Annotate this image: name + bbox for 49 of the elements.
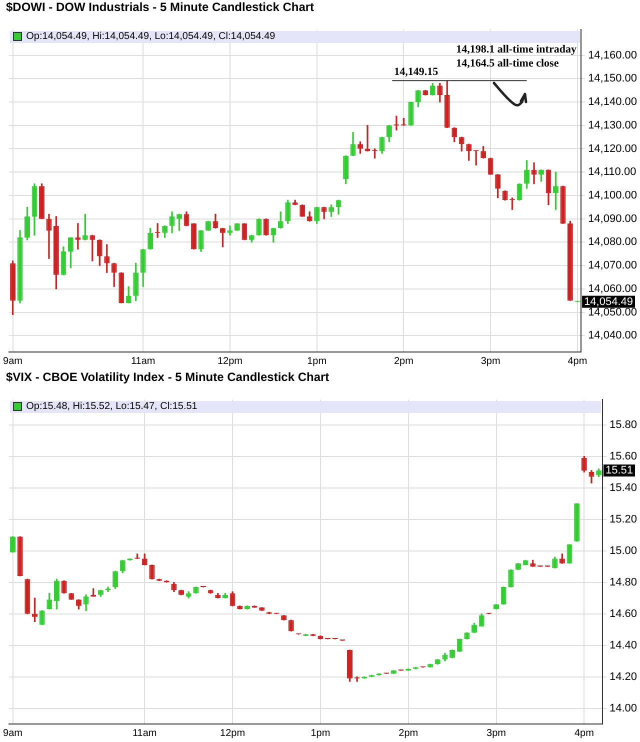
y-tick-label: 14.80 bbox=[609, 576, 638, 588]
candlestick bbox=[75, 223, 81, 250]
y-tick-label: 14,040.00 bbox=[588, 330, 637, 342]
annotation: 14,149.15 bbox=[394, 66, 439, 78]
candlestick bbox=[364, 125, 370, 152]
y-tick-label: 14,150.00 bbox=[588, 72, 637, 85]
x-tick-label: 11am bbox=[132, 728, 157, 739]
x-tick-label: 3pm bbox=[486, 728, 506, 739]
x-tick-label: 1pm bbox=[307, 356, 327, 367]
y-tick-label: 14,050.00 bbox=[588, 306, 637, 318]
x-tick-label: 2pm bbox=[394, 356, 414, 367]
annotation: Op:14,054.49, Hi:14,054.49, Lo:14,054.49, Cl:14,054.49 bbox=[26, 30, 276, 43]
y-tick-label: 14,090.00 bbox=[588, 212, 637, 225]
y-tick-label: 14,060.00 bbox=[588, 282, 637, 295]
y-tick-label: 14,120.00 bbox=[588, 142, 637, 155]
text: 15.51 bbox=[605, 464, 634, 476]
annotation: 14,198.1 all-time intraday bbox=[456, 43, 577, 56]
y-tick-label: 14,110.00 bbox=[588, 166, 636, 178]
y-tick-label: 15.20 bbox=[609, 513, 638, 526]
x-tick-label: 11am bbox=[130, 356, 156, 367]
x-tick-label: 3pm bbox=[480, 356, 500, 367]
y-tick-label: 14.40 bbox=[609, 639, 638, 652]
text: 14,054.49 bbox=[584, 296, 633, 308]
y-tick-label: 14,160.00 bbox=[588, 49, 637, 62]
y-tick-label: 14,140.00 bbox=[588, 96, 637, 108]
x-tick-label: 12pm bbox=[220, 728, 246, 739]
x-tick-label: 4pm bbox=[568, 356, 588, 367]
annotation: Op:15.48, Hi:15.52, Lo:15.47, Cl:15.51 bbox=[26, 400, 198, 413]
x-tick-label: 9am bbox=[3, 728, 23, 739]
y-tick-label: 14.00 bbox=[609, 702, 638, 714]
y-tick-label: 14.60 bbox=[609, 608, 638, 620]
y-tick-label: 15.40 bbox=[609, 482, 638, 494]
y-tick-label: 14,130.00 bbox=[588, 119, 637, 132]
annotation: 14,164.5 all-time close bbox=[456, 57, 559, 70]
y-tick-label: 14.20 bbox=[609, 670, 638, 683]
y-tick-label: 14,080.00 bbox=[588, 236, 637, 248]
candlestick bbox=[227, 226, 233, 236]
x-tick-label: 9am bbox=[3, 356, 23, 367]
y-tick-label: 15.00 bbox=[609, 544, 638, 557]
x-tick-label: 12pm bbox=[217, 356, 242, 367]
y-tick-label: 15.60 bbox=[609, 450, 638, 462]
chart-title: $VIX - CBOE Volatility Index - 5 Minute Candlestick Chart bbox=[5, 370, 330, 386]
x-tick-label: 4pm bbox=[574, 728, 594, 739]
x-tick-label: 2pm bbox=[398, 728, 418, 739]
y-tick-label: 15.80 bbox=[609, 418, 638, 431]
x-tick-label: 1pm bbox=[310, 728, 330, 739]
y-tick-label: 14,100.00 bbox=[588, 190, 637, 202]
chart-title: $DOWI - DOW Industrials - 5 Minute Candlestick Chart bbox=[5, 0, 316, 16]
y-tick-label: 14,070.00 bbox=[588, 260, 637, 272]
